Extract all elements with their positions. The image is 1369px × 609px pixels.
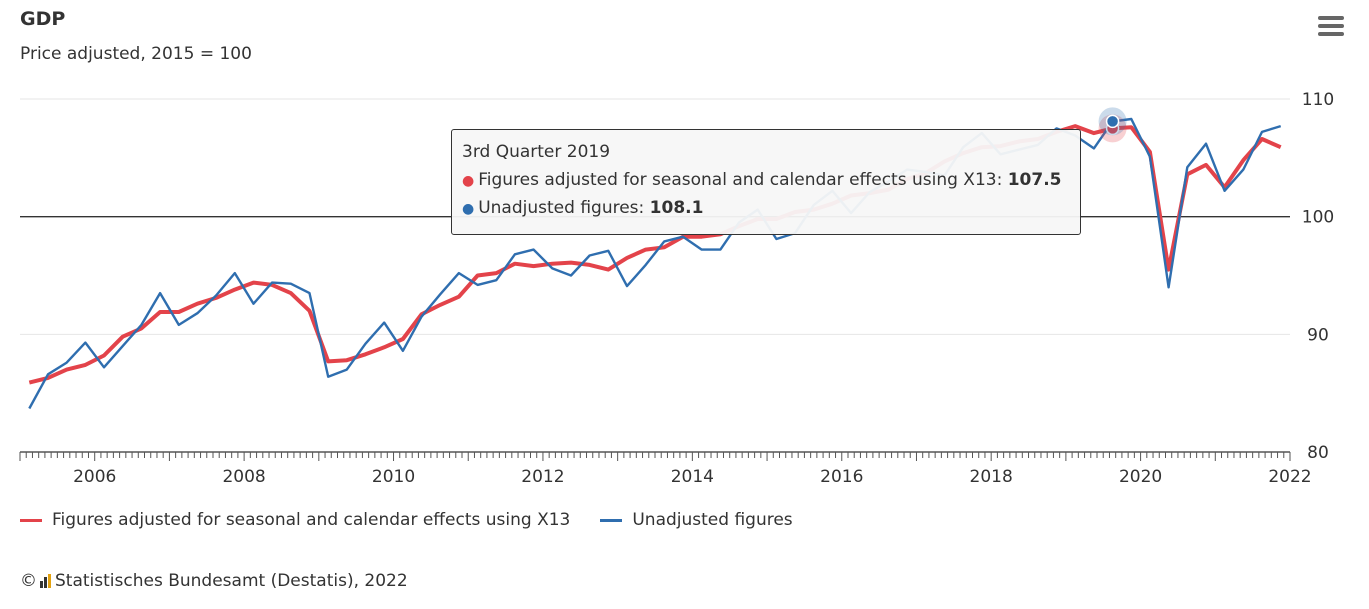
legend-item-unadjusted[interactable]: Unadjusted figures [600, 510, 793, 530]
chart-subtitle: Price adjusted, 2015 = 100 [20, 44, 252, 64]
x-tick-label: 2008 [222, 467, 265, 487]
y-tick-label: 80 [1307, 443, 1329, 463]
gdp-line-chart: 80 90 100 110 2006 2008 2010 2012 2014 2016 2018 20… [19, 90, 1334, 487]
y-tick-label: 100 [1302, 208, 1334, 228]
copyright-symbol: © [20, 571, 37, 591]
x-tick-label: 2020 [1119, 467, 1162, 487]
credits-text: Statistisches Bundesamt (Destatis), 2022 [55, 571, 408, 591]
legend-label-unadjusted: Unadjusted figures [632, 510, 793, 530]
x-tick-label: 2012 [521, 467, 564, 487]
tooltip-dot-icon: ● [462, 173, 475, 189]
tooltip-label-adjusted: Figures adjusted for seasonal and calend… [478, 170, 1008, 190]
legend-swatch-icon [600, 518, 623, 522]
x-tick-label: 2006 [73, 467, 116, 487]
menu-hamburger-icon[interactable] [1318, 16, 1344, 38]
credits[interactable]: © Statistisches Bundesamt (Destatis), 20… [20, 571, 408, 591]
tooltip-label-unadjusted: Unadjusted figures: [478, 198, 650, 218]
series-line-adjusted [28, 124, 1282, 385]
tooltip-dot-icon: ● [462, 201, 475, 217]
x-tick-label: 2010 [372, 467, 415, 487]
tooltip-value-unadjusted: 108.1 [649, 198, 704, 218]
x-tick-label: 2014 [671, 467, 714, 487]
destatis-logo-icon [40, 574, 51, 588]
x-tick-label: 2018 [970, 467, 1013, 487]
tooltip-value-adjusted: 107.5 [1007, 170, 1062, 190]
y-tick-label: 110 [1302, 90, 1334, 110]
legend-item-adjusted[interactable]: Figures adjusted for seasonal and calend… [20, 510, 570, 530]
hover-point-unadjusted [1105, 114, 1120, 129]
tooltip: 3rd Quarter 2019 ● Figures adjusted for s… [451, 129, 1081, 235]
y-tick-label: 90 [1307, 325, 1329, 345]
chart-title: GDP [20, 8, 66, 30]
legend-label-adjusted: Figures adjusted for seasonal and calend… [52, 510, 571, 530]
tooltip-header: 3rd Quarter 2019 [462, 142, 611, 162]
x-tick-label: 2022 [1268, 467, 1311, 487]
legend-swatch-icon [20, 518, 42, 522]
tooltip-row-unadjusted: ● Unadjusted figures: 108.1 [462, 198, 1070, 218]
legend: Figures adjusted for seasonal and calend… [20, 510, 793, 530]
x-tick-label: 2016 [820, 467, 863, 487]
tooltip-row-adjusted: ● Figures adjusted for seasonal and calen… [462, 170, 1070, 190]
